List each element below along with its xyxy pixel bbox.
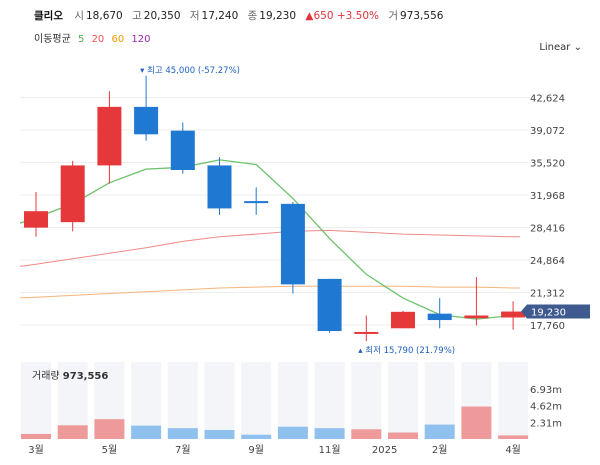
ma60-line: [19, 285, 520, 299]
low-label: 저: [189, 10, 200, 22]
ma-label: 이동평균: [34, 34, 71, 45]
price-tick-label: 28,416: [530, 224, 565, 235]
volume-value: 973,556: [400, 10, 444, 22]
volume-panel-label: 거래량 973,556: [32, 370, 108, 382]
close-label: 종: [247, 10, 258, 22]
change-value: ▲650 +3.50%: [305, 10, 379, 22]
x-tick-label: 9월: [248, 444, 264, 456]
price-tick-label: 31,968: [530, 191, 565, 202]
volume-bg-column: [277, 362, 308, 439]
candle-body[interactable]: [60, 165, 85, 223]
close-value: 19,230: [259, 10, 297, 22]
volume-bar[interactable]: [498, 435, 529, 439]
candle-body[interactable]: [427, 313, 452, 321]
chevron-down-icon: ⌄: [573, 42, 582, 53]
volume-bar[interactable]: [204, 429, 235, 439]
low-value: 17,240: [201, 10, 239, 22]
x-tick-label: 3월: [28, 444, 44, 456]
price-tick-label: 39,072: [530, 126, 565, 137]
volume-bg-column: [21, 362, 51, 439]
price-tick-label: 42,624: [530, 94, 565, 105]
x-tick-label: 7월: [175, 444, 191, 456]
candle-body[interactable]: [207, 165, 232, 209]
volume-bar[interactable]: [57, 425, 88, 439]
candle-body[interactable]: [97, 106, 122, 166]
price-tick-label: 17,760: [530, 321, 565, 332]
volume-bg-column: [167, 362, 198, 439]
high-annotation: ▾ 최고 45,000 (-57.27%): [140, 65, 240, 76]
price-tick-label: 21,312: [530, 289, 565, 300]
open-label: 시: [74, 10, 84, 22]
volume-bg-column: [314, 362, 345, 439]
volume-bar[interactable]: [94, 419, 125, 439]
stock-name[interactable]: 클리오: [34, 10, 63, 22]
scale-toggle[interactable]: Linear ⌄: [539, 42, 582, 53]
volume-bar[interactable]: [21, 433, 51, 439]
candle-body[interactable]: [391, 311, 415, 329]
ma20-legend: 20: [91, 34, 105, 45]
volume-bar[interactable]: [277, 426, 308, 439]
volume-bar[interactable]: [314, 428, 345, 439]
ma20-line: [19, 229, 520, 267]
volume-bar[interactable]: [131, 425, 162, 439]
volume-tick-label: 6.93m: [530, 385, 562, 396]
price-tick-label: 24,864: [530, 256, 565, 267]
x-tick-label: 5월: [102, 444, 118, 456]
ma120-legend: 120: [131, 34, 151, 45]
quote-header: 클리오 시 18,670 고 20,350 저 17,240 종 19,230 ▲650…: [0, 0, 600, 28]
x-tick-label: 11월: [319, 444, 341, 456]
last-price-marker: [521, 304, 590, 319]
x-tick-label: 4월: [505, 444, 521, 456]
candle-body[interactable]: [280, 203, 305, 285]
volume-bar[interactable]: [424, 424, 455, 439]
volume-bar[interactable]: [241, 434, 272, 439]
low-annotation: ▴ 최저 15,790 (21.79%): [358, 345, 455, 356]
volume-tick-label: 2.31m: [530, 418, 562, 429]
volume-bg-column: [498, 362, 529, 439]
volume-panel-value: 973,556: [63, 371, 109, 382]
candle-body[interactable]: [501, 311, 526, 318]
quote-summary: 클리오 시 18,670 고 20,350 저 17,240 종 19,230 ▲650…: [34, 8, 449, 23]
x-tick-label: 2025: [372, 445, 397, 456]
volume-label: 거: [388, 10, 399, 22]
open-value: 18,670: [86, 10, 123, 22]
moving-average-legend[interactable]: 이동평균 5 20 60 120: [34, 30, 155, 45]
volume-tick-label: 4.62m: [530, 402, 562, 413]
ma60-legend: 60: [111, 34, 125, 45]
ma5-line: [19, 159, 520, 320]
ma5-legend: 5: [78, 34, 85, 45]
price-tick-label: 35,520: [530, 159, 565, 170]
candle-body[interactable]: [24, 211, 48, 228]
candle-body[interactable]: [244, 201, 269, 204]
volume-bar[interactable]: [388, 432, 418, 439]
high-value: 20,350: [143, 10, 181, 22]
candle-body[interactable]: [317, 278, 342, 332]
volume-bar[interactable]: [461, 406, 492, 439]
volume-bg-column: [241, 362, 272, 439]
candle-body[interactable]: [170, 130, 195, 171]
last-price-label: 19,230: [531, 308, 566, 319]
scale-label: Linear: [539, 42, 571, 53]
candle-body[interactable]: [354, 331, 379, 334]
volume-bar[interactable]: [351, 429, 382, 439]
x-tick-label: 2월: [432, 444, 448, 456]
high-label: 고: [132, 10, 142, 22]
volume-bg-column: [388, 362, 418, 439]
volume-bar[interactable]: [167, 428, 198, 439]
candle-body[interactable]: [134, 106, 159, 135]
volume-bg-column: [204, 362, 235, 439]
candle-body[interactable]: [464, 315, 489, 319]
volume-bg-column: [351, 362, 382, 439]
